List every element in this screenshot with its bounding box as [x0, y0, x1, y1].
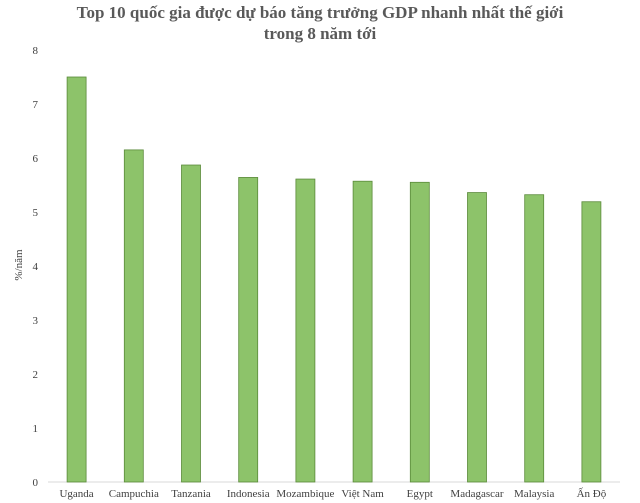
- x-tick-label: Tanzania: [171, 488, 211, 500]
- bar-indonesia: [238, 177, 259, 483]
- bar-ấn-độ: [581, 201, 602, 483]
- y-tick-label: 8: [33, 45, 39, 57]
- chart-title-line-2: trong 8 năm tới: [263, 24, 377, 43]
- bar-việt-nam: [352, 180, 373, 483]
- x-tick-label: Indonesia: [227, 488, 270, 500]
- bars: [66, 76, 602, 483]
- x-tick-label: Mozambique: [276, 488, 334, 500]
- x-tick-label: Madagascar: [450, 488, 503, 500]
- y-tick-label: 7: [33, 99, 39, 111]
- x-tick-label: Uganda: [59, 488, 93, 500]
- x-axis: Uganda Campuchia Tanzania Indonesia Mozambiq…: [48, 481, 620, 500]
- bar-madagascar: [467, 192, 487, 483]
- x-tick-label: Ấn Độ: [577, 487, 607, 500]
- y-tick-label: 1: [33, 423, 39, 435]
- x-tick-label: Việt Nam: [341, 488, 384, 500]
- y-tick-label: 2: [33, 369, 39, 381]
- y-axis: 0 1 2 3 4 5 6 7 8: [33, 45, 39, 489]
- y-tick-label: 5: [33, 207, 39, 219]
- chart-title-line-1: Top 10 quốc gia được dự báo tăng trưởng …: [76, 3, 564, 22]
- x-tick-label: Malaysia: [514, 488, 554, 500]
- x-tick-label: Campuchia: [109, 488, 159, 500]
- bar-mozambique: [295, 178, 316, 483]
- bar-tanzania: [181, 164, 201, 483]
- y-tick-label: 3: [33, 315, 39, 327]
- x-tick-label: Egypt: [407, 488, 433, 500]
- bar-uganda: [66, 76, 87, 483]
- bar-malaysia: [524, 194, 545, 483]
- bar-campuchia: [123, 149, 144, 483]
- y-axis-label: %/năm: [13, 249, 25, 281]
- chart-title: Top 10 quốc gia được dự báo tăng trưởng …: [0, 2, 640, 44]
- y-tick-label: 4: [33, 261, 39, 273]
- y-tick-label: 0: [33, 477, 39, 489]
- y-tick-label: 6: [33, 153, 39, 165]
- bar-egypt: [409, 181, 430, 483]
